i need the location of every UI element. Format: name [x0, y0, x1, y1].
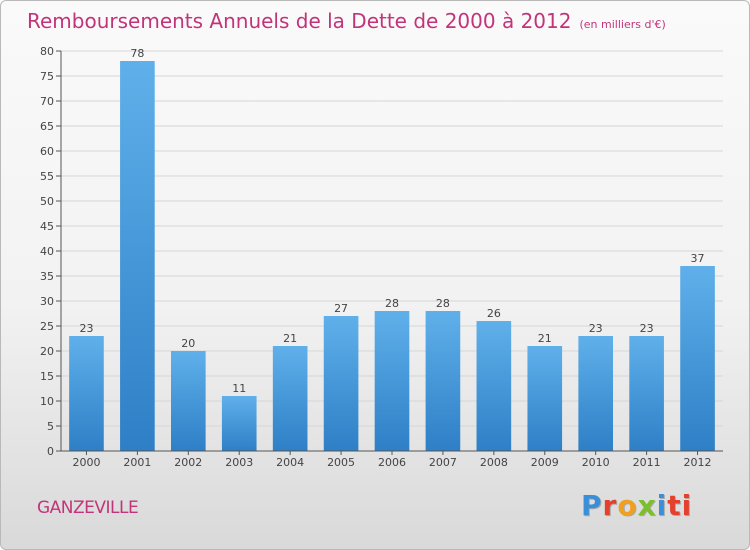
bar — [425, 311, 461, 451]
y-tick-label: 35 — [40, 270, 54, 283]
logo-letter: x — [637, 489, 657, 522]
x-tick-label: 2006 — [378, 456, 406, 469]
x-tick-label: 2007 — [429, 456, 457, 469]
y-tick-label: 80 — [40, 45, 54, 58]
chart-title-text: Remboursements Annuels de la Dette de 20… — [27, 9, 572, 33]
bar — [680, 266, 715, 451]
proxiti-logo: Proxiti — [581, 489, 692, 522]
bar — [578, 336, 614, 451]
logo-letter: i — [656, 489, 668, 522]
bar — [323, 316, 359, 451]
y-tick-label: 15 — [40, 370, 54, 383]
y-tick-label: 10 — [40, 395, 54, 408]
x-tick-label: 2001 — [123, 456, 151, 469]
y-tick-label: 45 — [40, 220, 54, 233]
bar — [69, 336, 104, 451]
bar — [120, 61, 155, 451]
x-tick-label: 2005 — [327, 456, 355, 469]
bar-value-label: 37 — [691, 252, 705, 265]
y-tick-label: 60 — [40, 145, 54, 158]
chart-unit: (en milliers d'€) — [579, 18, 666, 31]
x-tick-label: 2008 — [480, 456, 508, 469]
bar — [170, 351, 206, 451]
bar — [476, 321, 512, 451]
y-tick-label: 70 — [40, 95, 54, 108]
bar-value-label: 23 — [79, 322, 93, 335]
x-tick-label: 2003 — [225, 456, 253, 469]
logo-letter: P — [581, 489, 603, 522]
bar-value-label: 11 — [232, 382, 246, 395]
chart-title: Remboursements Annuels de la Dette de 20… — [27, 9, 666, 33]
y-tick-label: 40 — [40, 245, 54, 258]
bar-value-label: 27 — [334, 302, 348, 315]
x-tick-label: 2012 — [684, 456, 712, 469]
x-tick-label: 2011 — [633, 456, 661, 469]
bar-value-label: 26 — [487, 307, 501, 320]
y-tick-label: 55 — [40, 170, 54, 183]
y-tick-label: 25 — [40, 320, 54, 333]
y-tick-label: 50 — [40, 195, 54, 208]
y-tick-label: 20 — [40, 345, 54, 358]
y-tick-label: 0 — [47, 445, 54, 458]
x-tick-label: 2009 — [531, 456, 559, 469]
x-tick-label: 2000 — [72, 456, 100, 469]
bar-value-label: 20 — [181, 337, 195, 350]
x-tick-label: 2010 — [582, 456, 610, 469]
logo-letter: r — [602, 489, 618, 522]
y-tick-label: 75 — [40, 70, 54, 83]
x-tick-label: 2004 — [276, 456, 304, 469]
bar-value-label: 78 — [130, 47, 144, 60]
y-tick-label: 5 — [47, 420, 54, 433]
bar — [221, 396, 257, 451]
y-tick-label: 30 — [40, 295, 54, 308]
bar-value-label: 21 — [283, 332, 297, 345]
x-tick-label: 2002 — [174, 456, 202, 469]
bar — [272, 346, 308, 451]
bar-value-label: 28 — [385, 297, 399, 310]
y-tick-label: 65 — [40, 120, 54, 133]
logo-letter: ti — [667, 489, 693, 522]
city-name: GANZEVILLE — [37, 498, 139, 518]
bar — [629, 336, 664, 451]
bar-value-label: 28 — [436, 297, 450, 310]
bar-value-label: 21 — [538, 332, 552, 345]
bar-value-label: 23 — [589, 322, 603, 335]
bar — [527, 346, 563, 451]
bar-value-label: 23 — [640, 322, 654, 335]
logo-letter: o — [617, 489, 638, 522]
bar — [374, 311, 410, 451]
